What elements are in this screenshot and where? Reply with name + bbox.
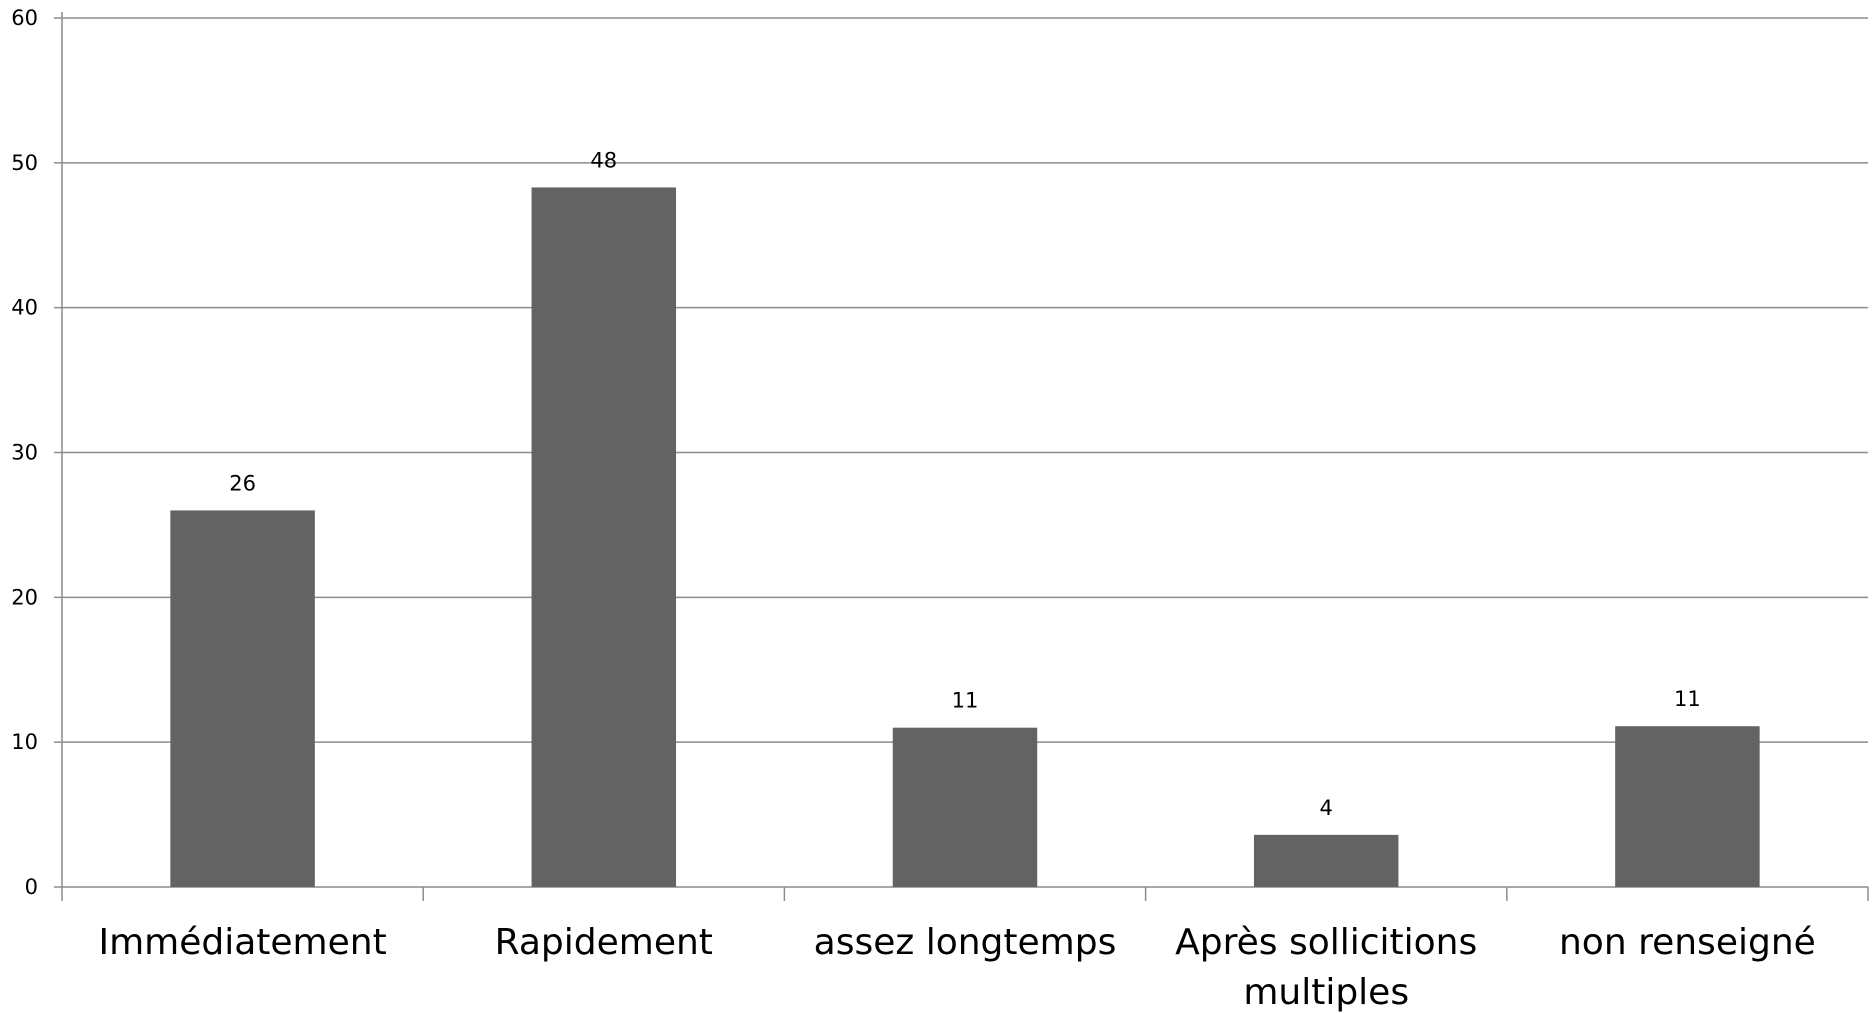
bar-1 — [531, 187, 677, 887]
x-category-label-0: Immédiatement — [98, 922, 386, 963]
y-tick-label-40: 40 — [11, 296, 38, 320]
bar-4 — [1615, 726, 1760, 887]
y-tick-label-10: 10 — [11, 730, 38, 754]
x-category-label-4: non renseigné — [1559, 922, 1816, 963]
data-label-1: 48 — [590, 148, 617, 172]
data-label-4: 11 — [1674, 687, 1701, 711]
x-category-label-3-line-0: Après sollicitions — [1175, 922, 1477, 963]
y-tick-label-50: 50 — [11, 151, 38, 175]
data-label-0: 26 — [229, 471, 256, 495]
y-tick-label-30: 30 — [11, 441, 38, 465]
data-label-3: 4 — [1320, 796, 1333, 820]
y-tick-label-0: 0 — [25, 875, 38, 899]
bar-0 — [170, 510, 315, 887]
bar-2 — [892, 727, 1038, 887]
labels: 0 10 20 30 40 50 60 26 Immédiatement 48 Rapidement… — [11, 6, 1816, 1013]
x-category-label-3-line-1: multiples — [1243, 972, 1409, 1013]
data-label-2: 11 — [952, 689, 979, 713]
x-category-label-1: Rapidement — [495, 922, 713, 963]
bars — [170, 187, 1760, 887]
gridlines — [62, 17, 1868, 743]
y-tick-label-20: 20 — [11, 585, 38, 609]
y-tick-label-60: 60 — [11, 6, 38, 30]
x-category-label-2: assez longtemps — [814, 922, 1117, 963]
bar-3 — [1253, 834, 1399, 887]
